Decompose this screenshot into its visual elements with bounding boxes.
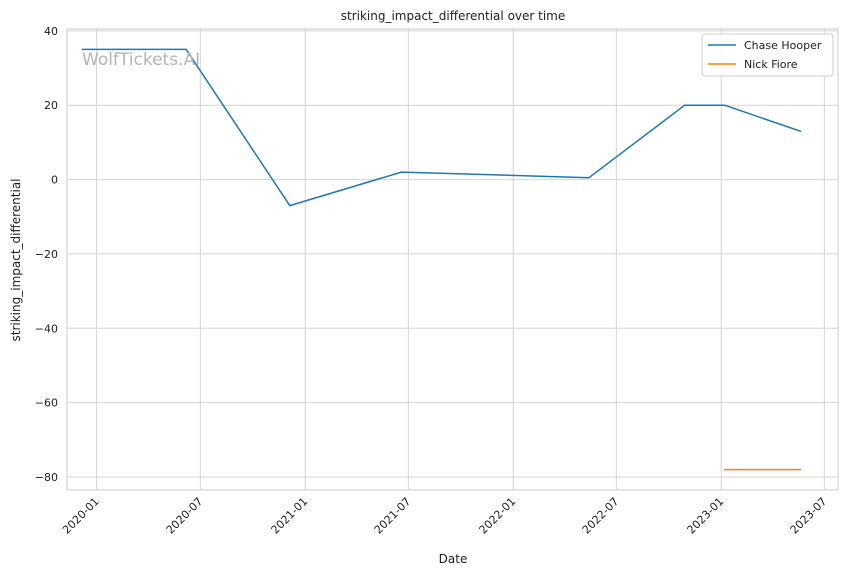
watermark-text: WolfTickets.AI	[82, 50, 200, 70]
data-point-chase-hooper	[588, 176, 590, 179]
y-axis-title: striking_impact_differential	[9, 178, 23, 341]
y-tick-label: 20	[44, 99, 58, 112]
y-tick-labels: 40 20 0 −20 −40 −60 −80	[35, 25, 58, 484]
y-tick-label: −60	[35, 397, 58, 410]
chart-title: striking_impact_differential over time	[341, 9, 566, 23]
data-point-chase-hooper	[723, 104, 726, 106]
data-point-chase-hooper	[185, 48, 187, 51]
data-point-chase-hooper	[799, 130, 802, 132]
series-line-chase-hooper	[82, 48, 801, 207]
data-point-chase-hooper	[683, 104, 686, 106]
y-tick-label: 0	[51, 174, 58, 187]
y-tick-label: 40	[44, 25, 58, 38]
plot-frame	[66, 28, 839, 491]
y-tick-label: −40	[35, 322, 58, 335]
legend: Chase Hooper Nick Fiore	[701, 33, 834, 77]
series-lines	[81, 48, 802, 471]
legend-label-nick-fiore: Nick Fiore	[744, 58, 798, 71]
data-point-nick-fiore	[799, 468, 802, 471]
legend-label-chase-hooper: Chase Hooper	[744, 39, 822, 52]
x-axis-title: Date	[439, 552, 468, 566]
grid-lines	[67, 29, 838, 490]
y-tick-label: −20	[35, 248, 58, 261]
data-point-nick-fiore	[723, 468, 726, 471]
data-point-chase-hooper	[289, 204, 291, 207]
data-point-chase-hooper	[81, 48, 84, 51]
data-point-chase-hooper	[400, 171, 403, 173]
y-tick-label: −80	[35, 471, 58, 484]
